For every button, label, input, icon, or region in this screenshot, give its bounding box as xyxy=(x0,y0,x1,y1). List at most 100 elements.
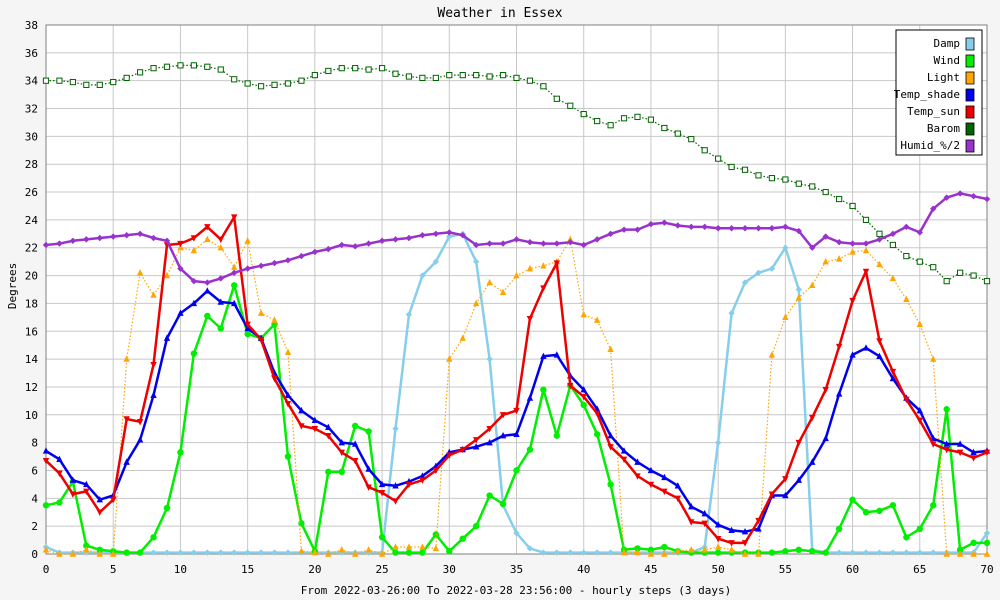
y-tick-label: 2 xyxy=(31,520,38,533)
data-point xyxy=(190,549,198,556)
data-point xyxy=(244,265,251,272)
x-tick-label: 70 xyxy=(980,563,993,576)
data-point xyxy=(835,390,843,397)
data-point xyxy=(943,440,950,447)
data-point xyxy=(257,262,265,270)
data-point xyxy=(620,456,628,464)
data-point xyxy=(499,240,507,247)
data-point xyxy=(378,550,386,557)
data-point xyxy=(177,240,184,248)
data-point xyxy=(150,391,157,398)
data-point xyxy=(782,176,789,183)
data-point xyxy=(419,543,426,550)
data-point xyxy=(231,549,238,556)
grid xyxy=(45,24,988,555)
data-point xyxy=(768,225,776,232)
chart-title: Weather in Essex xyxy=(437,6,562,21)
x-tick-label: 60 xyxy=(846,563,859,576)
data-point xyxy=(714,535,722,543)
data-point xyxy=(688,223,695,231)
data-point xyxy=(916,406,923,414)
data-point xyxy=(741,279,749,286)
data-point xyxy=(795,180,802,187)
data-point xyxy=(123,74,130,82)
data-point xyxy=(472,299,480,307)
data-point xyxy=(325,245,332,253)
data-point xyxy=(755,172,762,179)
data-point xyxy=(795,476,802,483)
data-point xyxy=(271,81,278,88)
data-point xyxy=(311,426,319,433)
data-point xyxy=(526,394,534,401)
data-point xyxy=(647,220,655,228)
data-point xyxy=(378,237,386,244)
data-point xyxy=(795,227,802,235)
data-point xyxy=(930,355,937,362)
data-point xyxy=(405,311,413,318)
data-point xyxy=(42,458,50,465)
data-point xyxy=(593,236,601,243)
data-point xyxy=(486,278,493,286)
data-point xyxy=(217,236,224,244)
data-point xyxy=(365,240,372,247)
data-point xyxy=(688,519,695,526)
data-point xyxy=(594,117,601,125)
data-point xyxy=(459,334,466,341)
data-point xyxy=(459,535,466,542)
data-point xyxy=(217,325,224,332)
data-point xyxy=(741,166,749,173)
legend-swatch xyxy=(965,122,975,136)
x-tick-label: 55 xyxy=(779,563,792,576)
series-temp-shade xyxy=(42,287,991,535)
x-tick-label: 0 xyxy=(43,563,50,576)
data-point xyxy=(674,222,682,229)
data-point xyxy=(661,473,668,481)
data-point xyxy=(862,509,870,516)
data-point xyxy=(647,550,655,557)
data-point xyxy=(849,496,856,503)
data-point xyxy=(136,230,144,238)
data-point xyxy=(795,294,802,301)
data-point xyxy=(526,77,534,84)
data-point xyxy=(392,549,399,556)
data-point xyxy=(204,287,211,294)
data-point xyxy=(956,449,964,457)
data-point xyxy=(755,269,762,276)
legend-swatch xyxy=(965,105,975,119)
y-tick-label: 24 xyxy=(25,214,39,227)
data-point xyxy=(607,481,614,488)
data-point xyxy=(177,309,184,316)
data-point xyxy=(647,546,655,554)
data-point xyxy=(298,406,305,414)
data-point xyxy=(150,65,157,72)
data-point xyxy=(432,467,440,475)
data-point xyxy=(634,473,641,480)
data-point xyxy=(472,443,480,450)
data-point xyxy=(728,225,735,232)
data-point xyxy=(620,447,628,454)
data-point xyxy=(661,550,668,557)
data-point xyxy=(957,269,964,276)
data-point xyxy=(42,502,50,509)
data-point xyxy=(862,216,870,223)
data-point xyxy=(311,548,319,556)
data-point xyxy=(741,540,749,547)
data-point xyxy=(42,447,50,454)
data-point xyxy=(190,62,197,69)
data-point xyxy=(190,299,198,307)
data-point xyxy=(822,257,829,265)
x-tick-label: 20 xyxy=(308,563,321,576)
data-point xyxy=(432,74,439,82)
data-point xyxy=(983,278,991,285)
data-point xyxy=(83,480,90,488)
data-point xyxy=(513,407,520,415)
data-point xyxy=(56,240,63,247)
data-point xyxy=(593,549,601,556)
data-point xyxy=(338,546,345,553)
data-point xyxy=(607,345,614,353)
data-point xyxy=(903,223,910,231)
data-point xyxy=(271,259,278,267)
data-point xyxy=(916,549,923,556)
